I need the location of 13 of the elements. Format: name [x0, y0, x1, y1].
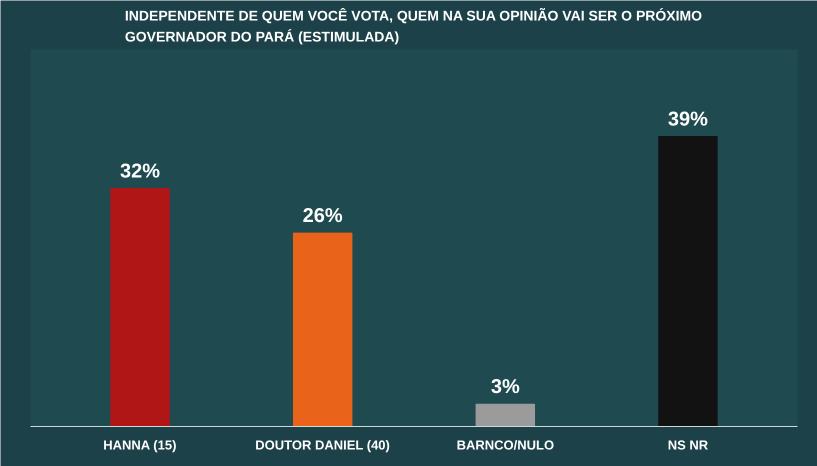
x-tick-label: DOUTOR DANIEL (40)	[255, 438, 390, 452]
data-label: 3%	[490, 376, 520, 398]
data-label: 32%	[120, 160, 160, 183]
data-label: 26%	[302, 205, 343, 228]
chart-title: INDEPENDENTE DE QUEM VOCÊ VOTA, QUEM NA SUA OPINIÃO VAI SER O PRÓXIMO GOVERNADOR DO PARÁ (ESTIMULADA)	[124, 8, 702, 44]
x-tick-label: HANNA (15)	[103, 438, 176, 452]
bar	[292, 232, 352, 426]
bar	[658, 136, 718, 426]
data-label: 39%	[668, 108, 708, 130]
bar	[476, 404, 536, 426]
bar	[110, 188, 170, 426]
x-tick-label: BARNCO/NULO	[456, 438, 554, 452]
x-tick-label: NS NR	[668, 438, 709, 452]
